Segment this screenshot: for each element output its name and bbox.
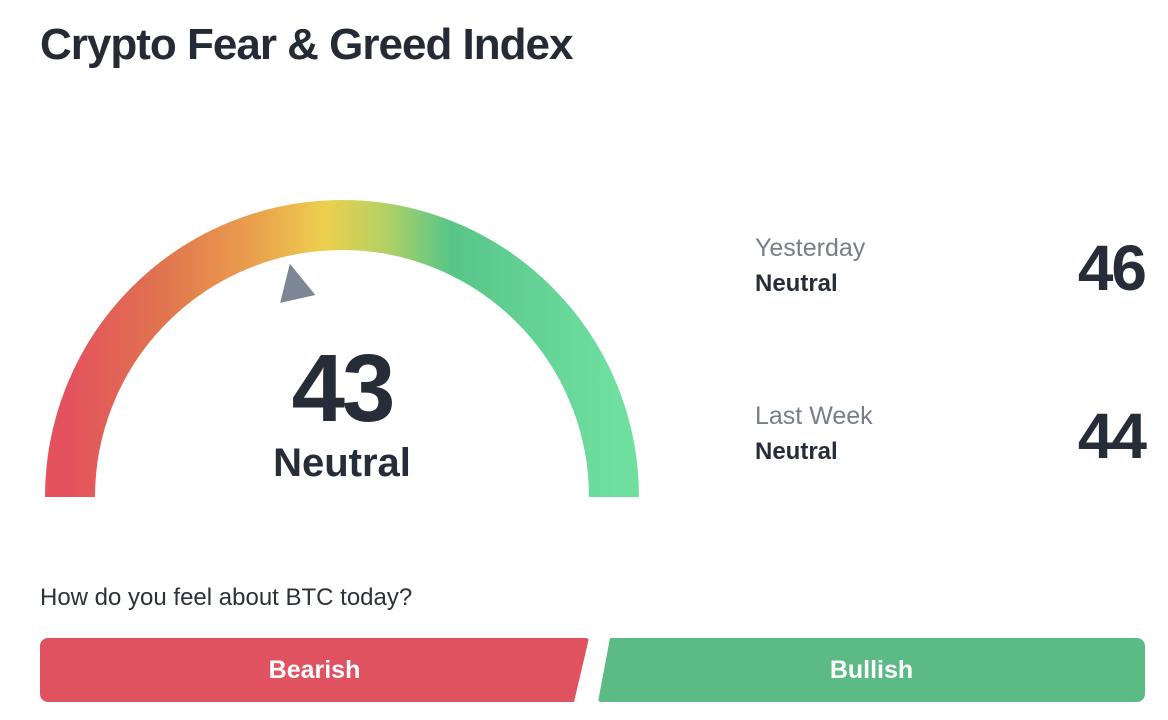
history-row-yesterday: Yesterday Neutral 46 xyxy=(755,232,1147,304)
bearish-button[interactable]: Bearish xyxy=(40,638,589,702)
bullish-button-label: Bullish xyxy=(829,655,914,684)
gauge-value: 43 xyxy=(291,335,396,442)
history-label: Last Week xyxy=(755,402,873,430)
vote-question: How do you feel about BTC today? xyxy=(40,584,413,611)
history-classification: Neutral xyxy=(755,438,838,466)
gauge-needle-icon xyxy=(280,263,316,303)
fear-greed-gauge xyxy=(45,200,639,498)
bearish-button-label: Bearish xyxy=(268,655,361,684)
gauge-classification: Neutral xyxy=(273,441,411,485)
history-classification: Neutral xyxy=(755,270,838,298)
history-value: 46 xyxy=(1077,232,1147,304)
history-label: Yesterday xyxy=(755,234,866,262)
history-value: 44 xyxy=(1077,400,1147,472)
history-row-last-week: Last Week Neutral 44 xyxy=(755,400,1147,472)
gauge-arc xyxy=(45,200,639,498)
bullish-button[interactable]: Bullish xyxy=(598,638,1145,702)
page-title: Crypto Fear & Greed Index xyxy=(40,20,573,69)
